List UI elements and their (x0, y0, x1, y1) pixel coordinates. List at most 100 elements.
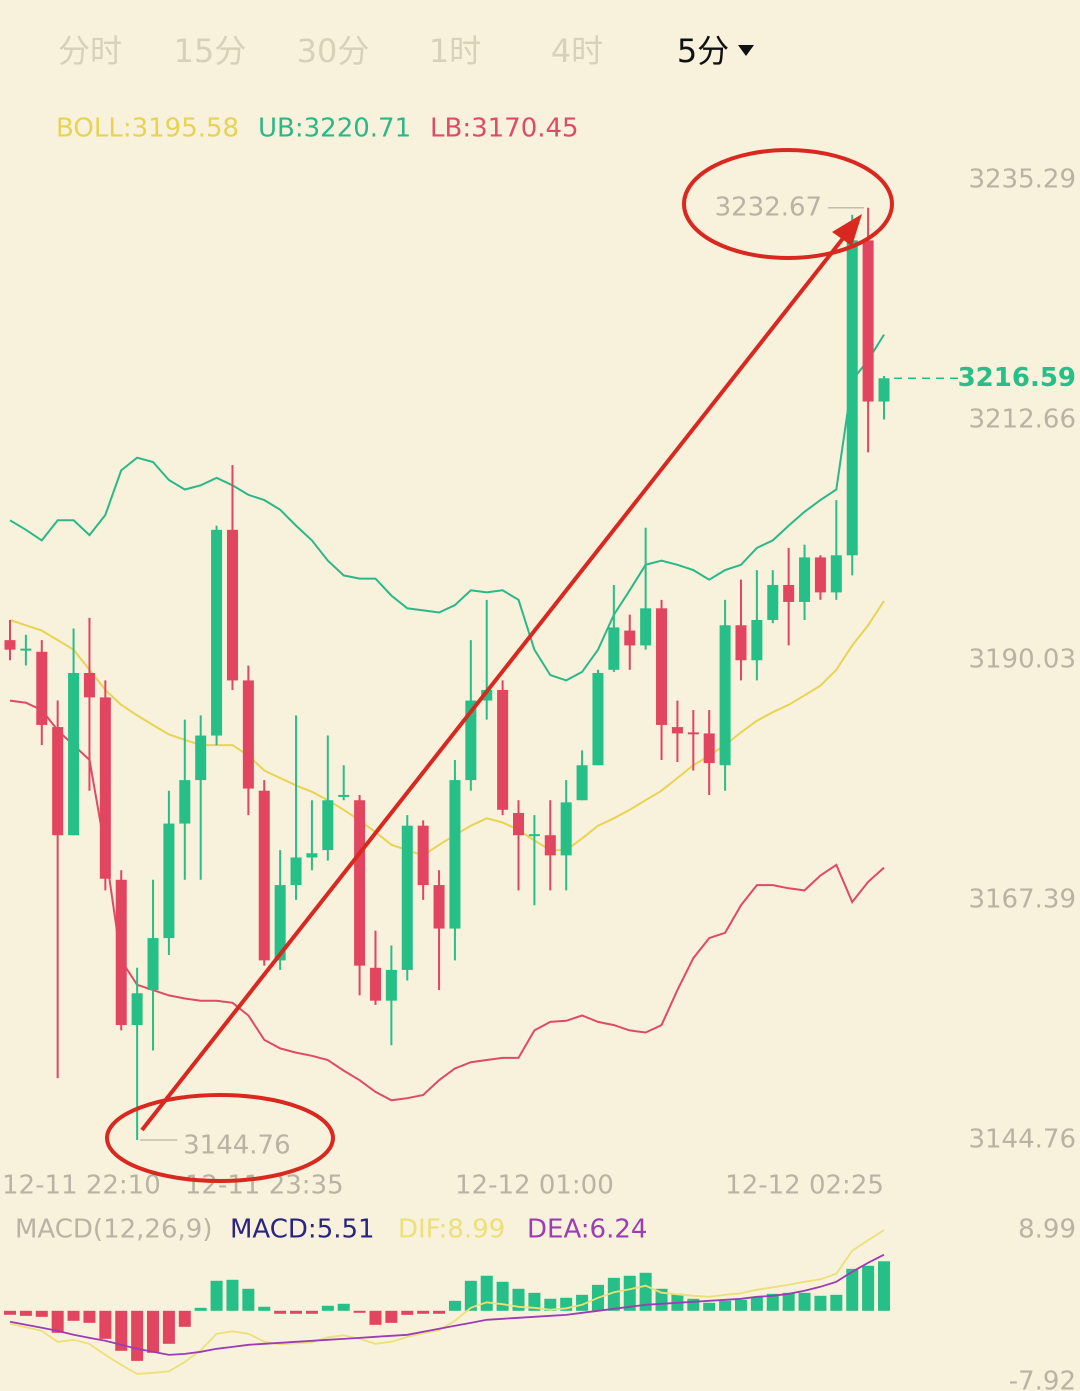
tab[interactable]: 1时 (429, 32, 481, 70)
highlight-ellipse (682, 148, 894, 260)
candle-body (211, 529, 223, 736)
macd-bar (401, 1310, 414, 1315)
candle-body (290, 857, 302, 886)
candle-body (20, 648, 32, 651)
macd-bar (464, 1280, 477, 1311)
y-tick-label: 3144.76 (968, 1125, 1076, 1155)
tab[interactable]: 分时 (58, 32, 122, 70)
x-tick-label: 12-12 02:25 (725, 1171, 884, 1201)
x-tick-label: 12-11 23:35 (185, 1171, 344, 1201)
macd-bar (83, 1310, 96, 1323)
macd-bar (528, 1292, 541, 1311)
tab-active[interactable]: 5分 (677, 32, 729, 70)
macd-bar (480, 1275, 493, 1311)
candle-body (258, 790, 270, 961)
y-tick-label: 3212.66 (968, 404, 1076, 434)
macd-bar (623, 1275, 636, 1311)
macd-bar (766, 1293, 779, 1311)
candle-body (703, 733, 715, 764)
y-tick-label: 3167.39 (968, 885, 1076, 915)
macd-bar (4, 1310, 16, 1315)
candle-body (385, 969, 397, 1001)
candle-body (735, 625, 747, 661)
macd-bar (131, 1310, 144, 1361)
candle-body (830, 555, 842, 593)
macd-bar (178, 1310, 191, 1327)
macd-bar (607, 1277, 620, 1311)
candle-body (783, 584, 795, 602)
candle-body (465, 700, 477, 781)
low-label: 3144.76 (183, 1131, 291, 1161)
macd-bar (830, 1294, 843, 1311)
candle-body (195, 735, 207, 781)
candle-body (401, 825, 413, 970)
tab[interactable]: 4时 (551, 32, 603, 70)
candle-body (846, 240, 858, 556)
macd-bar (67, 1310, 80, 1321)
macd-bar (226, 1279, 239, 1311)
y-tick-label: -7.92 (1009, 1367, 1076, 1391)
candle-body (322, 800, 334, 851)
candle-body (592, 672, 604, 766)
macd-bar (99, 1310, 112, 1339)
macd-bar (576, 1294, 589, 1311)
macd-bar (305, 1310, 318, 1314)
candle-body (751, 619, 763, 661)
macd-bar (846, 1268, 859, 1311)
candle-body (497, 689, 509, 810)
macd-bar (274, 1310, 287, 1314)
candle-body (354, 800, 366, 966)
macd-bar (242, 1288, 255, 1311)
legend-label: DIF:8.99 (398, 1215, 505, 1245)
candle-body (878, 378, 890, 402)
macd-bar (448, 1300, 461, 1311)
candle-body (576, 765, 588, 801)
macd-bar (290, 1310, 303, 1314)
legend-label: DEA:6.24 (527, 1215, 647, 1245)
legend-label: UB:3220.71 (258, 114, 411, 144)
macd-bar (385, 1310, 398, 1323)
high-label: 3232.67 (715, 192, 823, 222)
candle-body (147, 938, 159, 991)
macd-bar (321, 1305, 334, 1311)
legend-label: LB:3170.45 (430, 114, 579, 144)
macd-line (9, 1253, 885, 1356)
macd-bar (258, 1306, 271, 1311)
candle-body (528, 834, 540, 837)
panel-title: MACD(12,26,9) (15, 1215, 212, 1245)
macd-bar (210, 1280, 223, 1311)
candle-body (99, 697, 111, 879)
candle-body (131, 993, 143, 1026)
macd-bar (115, 1310, 128, 1351)
candle-body (274, 885, 286, 961)
candle-body (68, 672, 80, 836)
tab[interactable]: 30分 (297, 32, 370, 70)
macd-bar (687, 1298, 700, 1311)
trend-arrow (140, 230, 850, 1132)
macd-bar (433, 1310, 446, 1314)
band-line (9, 699, 885, 1102)
macd-bar (734, 1299, 747, 1311)
macd-bar (719, 1300, 732, 1311)
macd-bar (417, 1310, 430, 1314)
macd-bar (19, 1310, 32, 1316)
candle-body (449, 780, 461, 929)
candle-body (687, 732, 699, 735)
candle-body (338, 794, 350, 797)
candle-body (481, 689, 493, 701)
y-tick-label: 8.99 (1018, 1215, 1076, 1245)
candle-body (36, 651, 48, 725)
candle-body (83, 672, 95, 698)
macd-bar (750, 1296, 763, 1311)
candle-body (179, 780, 191, 824)
macd-bar (814, 1295, 827, 1311)
candle-body (640, 608, 652, 646)
tab[interactable]: 15分 (174, 32, 247, 70)
macd-bar (544, 1298, 557, 1311)
candle-body (814, 557, 826, 593)
dropdown-arrow[interactable] (738, 45, 754, 56)
candle-body (656, 608, 668, 725)
macd-bar (35, 1310, 48, 1317)
